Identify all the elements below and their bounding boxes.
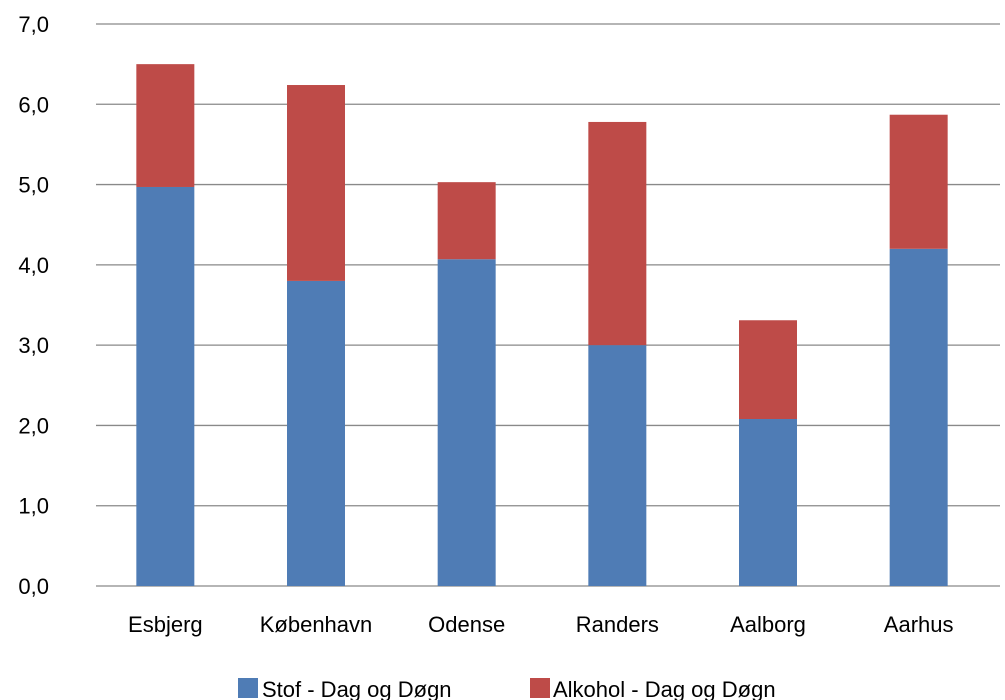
y-tick-label: 1,0 bbox=[18, 494, 49, 519]
legend-label-alkohol: Alkohol - Dag og Døgn bbox=[553, 677, 776, 700]
x-tick-label: Aarhus bbox=[884, 612, 954, 637]
y-tick-label: 2,0 bbox=[18, 413, 49, 438]
x-axis-tick-labels: Esbjerg København Odense Randers Aalborg Aarh… bbox=[128, 612, 953, 637]
x-tick-label: København bbox=[260, 612, 373, 637]
legend: Stof - Dag og Døgn Alkohol - Dag og Døgn bbox=[238, 677, 776, 700]
y-tick-label: 3,0 bbox=[18, 333, 49, 358]
y-tick-label: 7,0 bbox=[18, 12, 49, 37]
y-axis-tick-labels: 0,0 1,0 2,0 3,0 4,0 5,0 6,0 7,0 bbox=[18, 12, 49, 599]
bar-alkohol bbox=[287, 85, 345, 281]
x-tick-label: Randers bbox=[576, 612, 659, 637]
bar-stof bbox=[136, 186, 195, 587]
bar-alkohol bbox=[889, 114, 948, 249]
bar-stof bbox=[588, 345, 647, 586]
bar-alkohol bbox=[136, 64, 195, 187]
x-tick-label: Esbjerg bbox=[128, 612, 203, 637]
legend-swatch-alkohol bbox=[530, 678, 550, 698]
y-tick-label: 5,0 bbox=[18, 173, 49, 198]
y-tick-label: 0,0 bbox=[18, 574, 49, 599]
bar-alkohol bbox=[437, 182, 496, 260]
bar-stof bbox=[739, 419, 797, 586]
bar-stof bbox=[889, 248, 948, 587]
x-tick-label: Aalborg bbox=[730, 612, 806, 637]
bars bbox=[136, 64, 948, 587]
y-tick-label: 6,0 bbox=[18, 92, 49, 117]
legend-swatch-stof bbox=[238, 678, 258, 698]
x-tick-label: Odense bbox=[428, 612, 505, 637]
bar-alkohol bbox=[588, 121, 647, 346]
y-tick-label: 4,0 bbox=[18, 253, 49, 278]
bar-stof bbox=[437, 259, 496, 586]
legend-label-stof: Stof - Dag og Døgn bbox=[262, 677, 452, 700]
bar-alkohol bbox=[739, 320, 797, 420]
bar-stof bbox=[287, 280, 345, 586]
gridlines bbox=[96, 23, 1000, 587]
